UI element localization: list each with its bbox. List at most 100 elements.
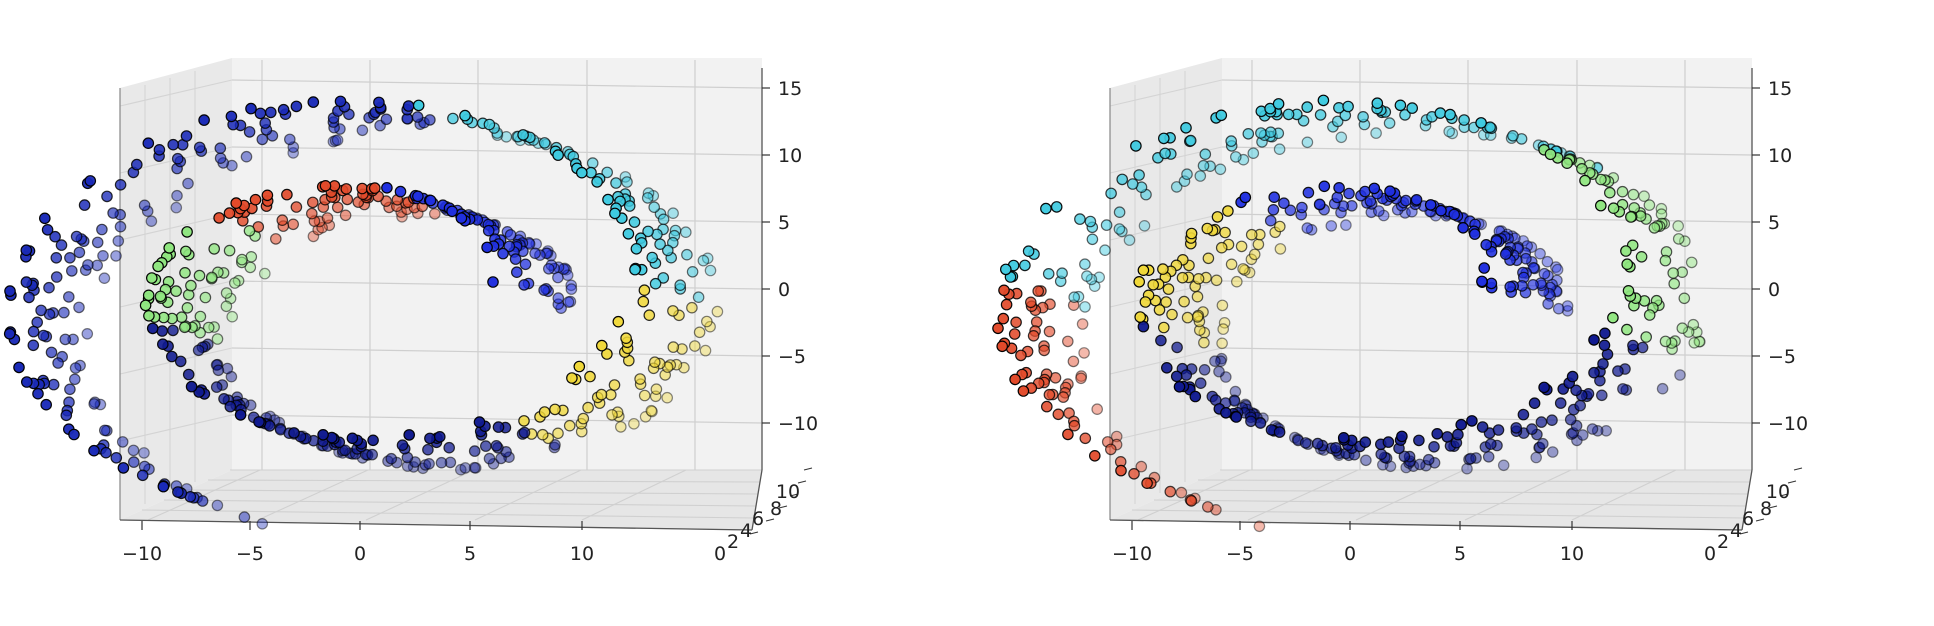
data-point-cluster-6 — [356, 124, 369, 137]
data-point-cluster-4 — [686, 301, 698, 314]
data-point-cluster-2 — [154, 290, 167, 303]
data-point-cluster-4 — [1446, 127, 1459, 140]
data-point-cluster-3 — [1659, 335, 1672, 348]
data-point-cluster-5 — [1135, 460, 1148, 473]
x-tick-label: −10 — [122, 543, 162, 565]
data-point-cluster-2 — [179, 266, 191, 279]
data-point-cluster-1 — [281, 188, 293, 201]
data-point-cluster-2 — [1161, 361, 1173, 374]
data-point-cluster-2 — [1492, 424, 1505, 436]
data-point-cluster-3 — [1667, 267, 1679, 279]
data-point-cluster-0 — [1561, 304, 1574, 317]
data-point-cluster-5 — [1000, 298, 1013, 311]
data-point-cluster-3 — [1603, 186, 1616, 199]
data-point-cluster-5 — [681, 248, 693, 261]
data-point-cluster-0 — [1504, 280, 1516, 293]
data-point-cluster-0 — [1468, 228, 1481, 240]
data-point-cluster-2 — [1586, 423, 1599, 435]
data-point-cluster-5 — [649, 277, 662, 290]
data-point-cluster-5 — [1141, 477, 1153, 489]
data-point-cluster-4 — [1133, 169, 1145, 181]
data-point-cluster-4 — [595, 388, 608, 401]
data-point-cluster-3 — [1678, 235, 1691, 247]
data-point-cluster-3 — [367, 434, 379, 447]
data-point-cluster-3 — [1576, 163, 1588, 175]
data-point-cluster-4 — [1214, 163, 1227, 176]
data-point-cluster-5 — [1185, 495, 1198, 507]
data-point-cluster-1 — [368, 182, 381, 194]
data-point-cluster-3 — [1693, 335, 1706, 348]
data-point-cluster-6 — [64, 251, 76, 264]
data-point-cluster-1 — [1153, 304, 1166, 316]
data-point-cluster-3 — [253, 416, 265, 428]
data-point-cluster-3 — [1594, 199, 1607, 212]
data-point-cluster-2 — [1245, 415, 1257, 428]
data-point-cluster-0 — [487, 276, 499, 288]
data-point-cluster-4 — [1079, 258, 1091, 270]
data-point-cluster-6 — [20, 376, 33, 388]
data-point-cluster-6 — [238, 511, 251, 523]
data-point-cluster-6 — [172, 486, 184, 498]
data-point-cluster-2 — [1180, 369, 1193, 381]
y-tick-label: 4 — [1730, 520, 1742, 542]
data-point-cluster-0 — [1343, 187, 1355, 200]
data-point-cluster-6 — [193, 141, 206, 154]
data-point-cluster-5 — [1038, 344, 1050, 357]
data-point-cluster-6 — [287, 147, 299, 159]
data-point-cluster-2 — [1538, 381, 1550, 394]
data-point-cluster-4 — [606, 409, 618, 421]
z-tick-label: −5 — [1768, 346, 1796, 368]
data-point-cluster-2 — [181, 226, 193, 238]
x-axis-line — [1109, 519, 1743, 531]
y-tick-label: 6 — [1742, 508, 1754, 530]
data-point-cluster-3 — [317, 428, 329, 441]
data-point-cluster-2 — [1674, 369, 1686, 381]
y-tick-label: 2 — [727, 531, 739, 553]
data-point-cluster-2 — [1566, 370, 1579, 383]
data-point-cluster-3 — [1678, 292, 1691, 305]
grid-line-side-z — [1109, 347, 1223, 375]
y-tick-label: 2 — [1717, 531, 1729, 553]
data-point-cluster-4 — [1255, 127, 1267, 139]
grid-line-z — [231, 347, 763, 357]
data-point-cluster-3 — [423, 457, 435, 470]
data-point-cluster-6 — [63, 291, 75, 303]
data-point-cluster-2 — [1428, 440, 1440, 453]
data-point-cluster-2 — [220, 287, 233, 299]
grid-line-floor-x — [1137, 469, 1251, 521]
data-point-cluster-4 — [1079, 301, 1091, 313]
data-point-cluster-1 — [1139, 296, 1152, 308]
data-point-cluster-6 — [114, 179, 127, 191]
data-point-cluster-1 — [1216, 337, 1228, 350]
grid-line-z — [1221, 146, 1753, 156]
data-point-cluster-1 — [1237, 263, 1249, 275]
data-point-cluster-6 — [277, 103, 290, 116]
data-point-cluster-2 — [1189, 390, 1202, 403]
data-point-cluster-1 — [1201, 222, 1214, 235]
data-point-cluster-4 — [1086, 233, 1099, 246]
data-point-cluster-6 — [373, 96, 385, 109]
data-point-cluster-2 — [211, 333, 224, 345]
data-point-cluster-1 — [1181, 311, 1194, 324]
z-tick-label: −10 — [1768, 413, 1808, 435]
data-point-cluster-2 — [170, 285, 182, 297]
data-point-cluster-1 — [249, 193, 262, 206]
data-point-cluster-2 — [1194, 377, 1207, 389]
data-point-cluster-4 — [1342, 100, 1354, 113]
data-point-cluster-5 — [997, 312, 1010, 325]
data-point-cluster-0 — [1435, 204, 1447, 217]
data-point-cluster-0 — [1499, 248, 1512, 260]
data-point-cluster-0 — [504, 229, 517, 241]
data-point-cluster-5 — [1062, 428, 1074, 441]
data-point-cluster-2 — [1396, 430, 1408, 443]
data-point-cluster-3 — [346, 432, 359, 445]
y-tick-mark — [1768, 505, 1778, 509]
data-point-cluster-2 — [1588, 366, 1600, 379]
y-tick-label: 10 — [776, 481, 800, 503]
data-point-cluster-3 — [1643, 199, 1656, 211]
data-point-cluster-0 — [552, 292, 565, 304]
data-point-cluster-0 — [1313, 198, 1326, 211]
data-point-cluster-6 — [180, 130, 193, 142]
